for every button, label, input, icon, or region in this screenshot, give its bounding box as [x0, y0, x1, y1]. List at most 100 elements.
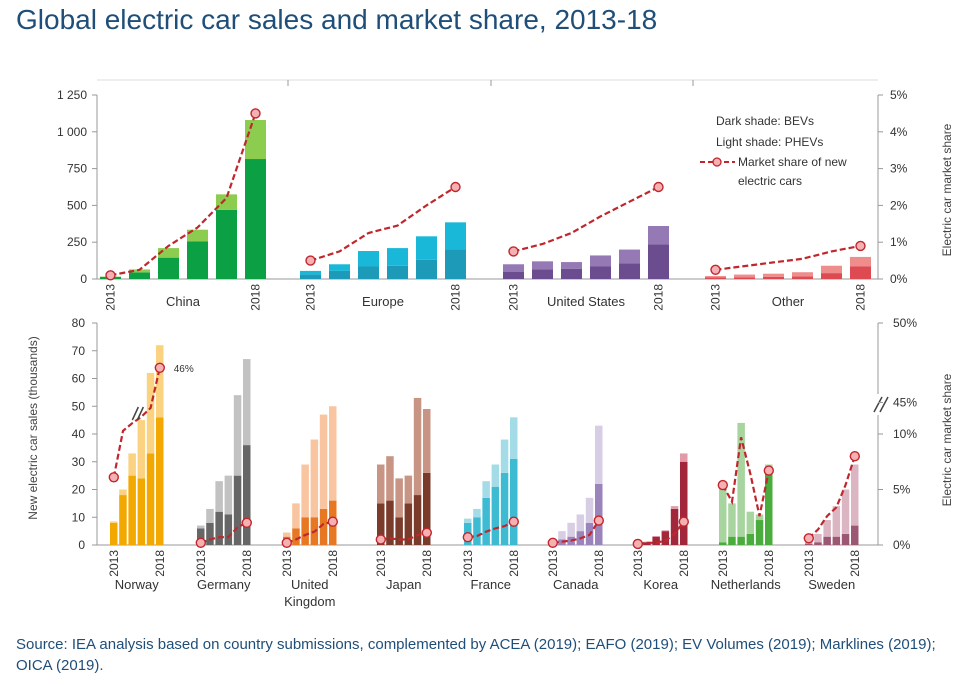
bottom-germany-bev-bar-2015: [215, 511, 223, 545]
bottom-sweden-phev-bar-2018: [851, 464, 859, 526]
bottom-y-tick-label: 60: [72, 372, 86, 386]
bottom-korea-category-label: Korea: [643, 577, 678, 592]
bottom-y-tick-label: 80: [72, 316, 86, 330]
bottom-japan-category-label: Japan: [386, 577, 421, 592]
top-other-phev-bar-2016: [792, 272, 813, 277]
bottom-france-share-line: [467, 520, 515, 539]
top-united-states-share-line: [513, 186, 659, 253]
top-y2-tick-label: 4%: [890, 125, 908, 139]
source-note: Source: IEA analysis based on country su…: [16, 636, 936, 674]
bottom-united-kingdom-phev-bar-2014: [292, 503, 300, 529]
bottom-sweden-year-start: 2013: [802, 550, 816, 577]
bottom-germany-bev-bar-2017: [233, 475, 242, 545]
norway-line-break-1: [131, 406, 140, 421]
bottom-y-tick-label: 30: [72, 455, 86, 469]
bottom-germany-share-marker-end: [241, 517, 253, 528]
bottom-germany-category-label: Germany: [197, 577, 251, 592]
bottom-norway-bev-bar-2015: [128, 475, 136, 545]
bottom-japan-phev-bar-2016: [404, 475, 413, 504]
bottom-japan-phev-bar-2018: [423, 409, 431, 473]
bottom-france-bev-bar-2014: [473, 517, 481, 545]
bottom-netherlands-phev-bar-2014: [728, 503, 736, 537]
bottom-japan-bev-bar-2016: [404, 503, 413, 545]
bottom-france-phev-bar-2013: [464, 518, 472, 523]
top-other-bev-bar-2013: [705, 277, 726, 279]
bottom-germany-year-start: 2013: [194, 550, 208, 577]
bottom-france-year-end: 2018: [507, 550, 521, 577]
bottom-y-tick-label: 20: [72, 483, 86, 497]
bottom-netherlands-phev-bar-2013: [719, 483, 727, 543]
bottom-korea-share-marker-start: [632, 538, 643, 550]
bottom-japan-bev-bar-2018: [423, 472, 431, 545]
chart-title: Global electric car sales and market sha…: [16, 4, 658, 35]
bottom-sweden-bev-bar-2015: [823, 536, 831, 545]
top-europe-bev-bar-2016: [387, 265, 408, 279]
bottom-korea-phev-bar-2016: [661, 530, 670, 532]
bottom-y2-tick-label: 45%: [893, 396, 917, 410]
bottom-sweden-bev-bar-2014: [814, 542, 822, 545]
bottom-germany-phev-bar-2017: [233, 395, 242, 476]
bottom-japan-bev-bar-2014: [386, 500, 394, 545]
top-united-states-year-end: 2018: [652, 284, 666, 311]
top-chart-panel: 0 250 500 750 1 000 1 250 0% 1% 2% 3% 4% 5% 2013 2018…: [57, 79, 908, 311]
bottom-france-bev-bar-2015: [482, 497, 490, 545]
top-other-share-line: [715, 244, 861, 271]
axis-break-mark-1: [873, 396, 883, 413]
top-united-states-phev-bar-2014: [532, 261, 553, 270]
top-europe-bev-bar-2015: [358, 266, 379, 279]
top-y-tick-label: 500: [67, 198, 87, 212]
bottom-netherlands-phev-bar-2015: [737, 422, 745, 537]
bottom-canada-share-marker-start: [547, 537, 558, 548]
top-china-share-marker-start: [105, 270, 116, 281]
bottom-sweden-phev-bar-2014: [814, 533, 822, 543]
bottom-sweden-phev-bar-2017: [841, 489, 850, 534]
top-y2-tick-label: 1%: [890, 235, 908, 249]
bottom-netherlands-bev-bar-2018: [765, 470, 773, 545]
top-china-bev-bar-2015: [158, 257, 179, 279]
bottom-norway-bev-bar-2016: [137, 478, 146, 545]
bottom-sweden-share-line: [808, 455, 856, 540]
top-china-phev-bar-2018: [245, 120, 266, 160]
bottom-netherlands-share-marker-end: [763, 465, 774, 476]
bottom-united-kingdom-phev-bar-2013: [283, 532, 291, 537]
bottom-canada-phev-bar-2017: [585, 497, 594, 523]
bottom-norway-year-start: 2013: [107, 550, 121, 577]
bottom-united-kingdom-phev-bar-2017: [319, 414, 328, 509]
top-europe-share-marker-end: [450, 181, 461, 193]
bottom-y-tick-label: 10: [72, 510, 86, 524]
bottom-canada-phev-bar-2018: [595, 425, 603, 484]
bottom-canada-share-marker-end: [593, 515, 604, 526]
top-other-phev-bar-2017: [821, 265, 842, 274]
axis-break-mark-2: [879, 396, 889, 413]
top-y-tick-label: 250: [67, 235, 87, 249]
top-other-year-end: 2018: [854, 284, 868, 311]
bottom-germany-phev-bar-2013: [197, 525, 205, 529]
bottom-y-tick-label: 0: [78, 538, 85, 552]
bottom-korea-phev-bar-2015: [652, 536, 660, 537]
bottom-korea-share-line: [637, 521, 685, 545]
top-united-states-bev-bar-2015: [561, 268, 582, 279]
bottom-germany-bev-bar-2014: [206, 522, 214, 545]
bottom-france-phev-bar-2014: [473, 508, 481, 518]
bottom-japan-phev-bar-2017: [413, 397, 422, 496]
top-united-states-phev-bar-2017: [619, 249, 640, 264]
bottom-japan-share-marker-end: [421, 527, 432, 538]
bottom-norway-share-line: [112, 367, 161, 478]
bottom-sweden-category-label: Sweden: [808, 577, 855, 592]
bottom-japan-share-marker-start: [375, 534, 386, 545]
top-china-bev-bar-2017: [216, 209, 237, 279]
bottom-norway-bev-bar-2014: [119, 495, 127, 545]
top-china-category-label: China: [166, 294, 201, 309]
top-europe-phev-bar-2016: [387, 248, 408, 266]
bottom-germany-phev-bar-2015: [215, 481, 223, 512]
bottom-japan-bev-bar-2017: [413, 495, 422, 545]
top-other-bev-bar-2015: [763, 276, 784, 279]
bottom-canada-year-start: 2013: [546, 550, 560, 577]
top-other-share-marker-start: [710, 264, 721, 275]
top-united-states-bev-bar-2017: [619, 263, 640, 279]
bottom-norway-bev-bar-2013: [110, 522, 118, 545]
norway-line-break-2: [136, 406, 145, 421]
bottom-netherlands-share-marker-start: [717, 479, 728, 491]
top-united-states-phev-bar-2013: [503, 264, 524, 272]
top-united-states-phev-bar-2016: [590, 255, 611, 267]
